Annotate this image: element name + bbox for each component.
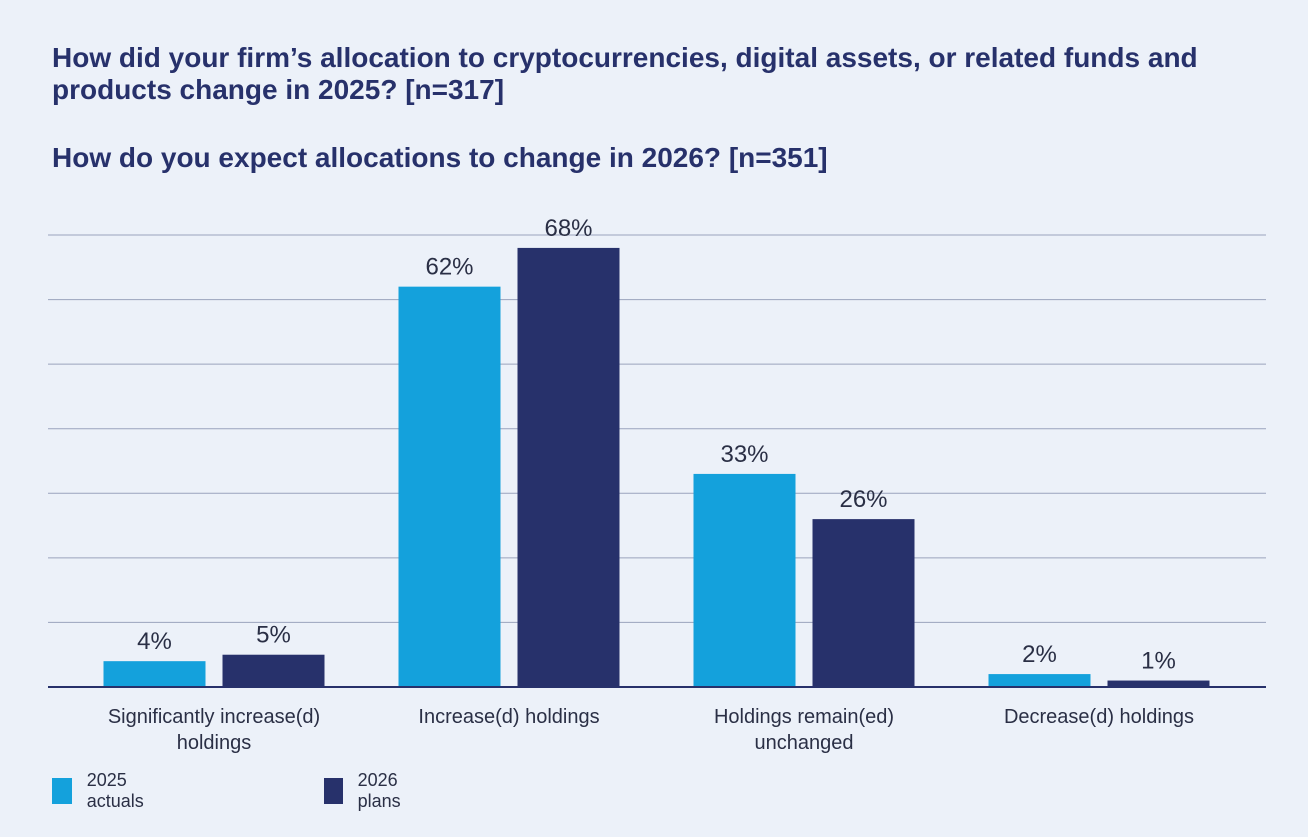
bar-2025-decrease [988,674,1091,687]
category-label-decrease: Decrease(d) holdings [1003,706,1195,728]
data-label-2025-increase: 62% [425,254,473,281]
bar-2026-increase [517,247,620,687]
legend-swatch-2026 [324,778,343,804]
legend-item-2025: 2025 actuals [52,770,154,812]
bar-2026-unchanged [812,519,915,687]
chart-title: How did your firm’s allocation to crypto… [52,42,1198,105]
data-label-2025-decrease: 2% [1022,641,1057,668]
legend-label-2025: 2025 actuals [86,770,144,811]
chart-subtitle: How do you expect allocations to change … [52,142,828,173]
legend-item-2026: 2026 plans [324,770,412,812]
data-label-2026-unchanged: 26% [839,486,887,513]
bar-2026-decrease [1107,680,1210,687]
category-label-significantly-increase: Significantly increase(d) holdings [107,706,321,754]
bar-2025-unchanged [693,473,796,687]
data-label-2025-unchanged: 33% [720,441,768,468]
legend-label-2026: 2026 plans [357,770,401,811]
bar-2026-significantly-increase [222,654,325,687]
legend-swatch-2025 [52,778,72,804]
category-label-unchanged: Holdings remain(ed) unchanged [713,706,895,754]
data-label-2025-significantly-increase: 4% [137,628,172,655]
bar-2025-significantly-increase [103,661,206,687]
data-label-2026-significantly-increase: 5% [256,622,291,649]
bar-2025-increase [398,286,501,687]
data-label-2026-increase: 68% [544,215,592,242]
category-label-increase: Increase(d) holdings [418,706,600,728]
data-label-2026-decrease: 1% [1141,648,1176,675]
